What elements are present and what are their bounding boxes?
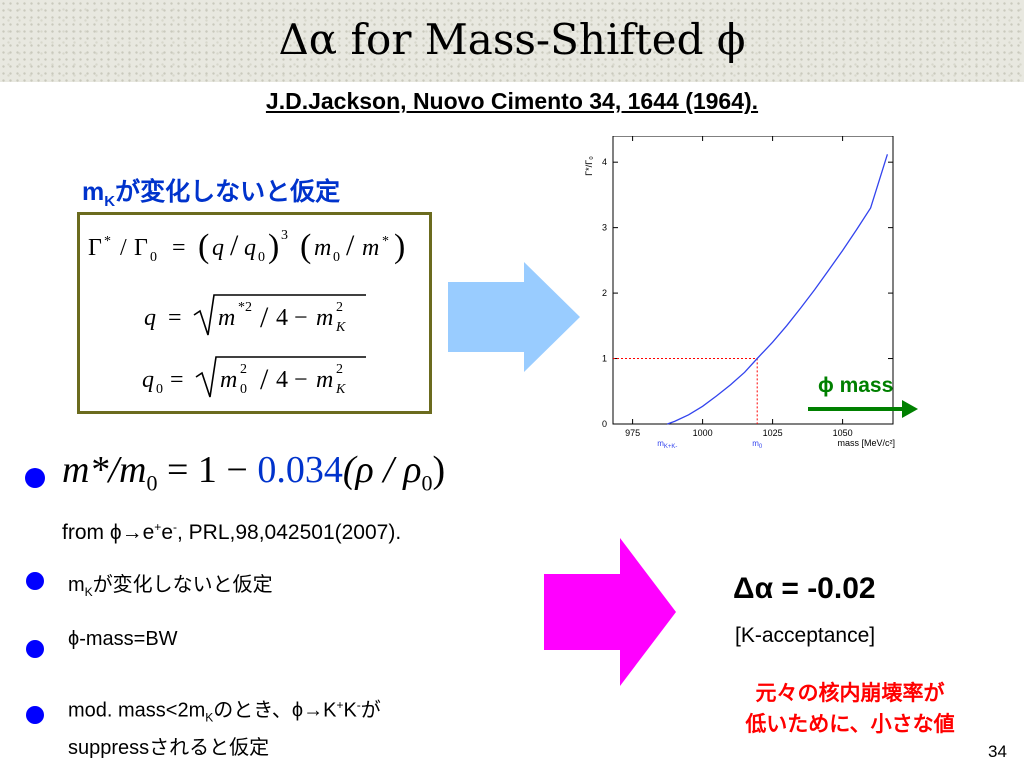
green-arrow <box>808 400 918 418</box>
svg-text:K: K <box>335 382 346 397</box>
svg-text:m: m <box>218 305 235 331</box>
y-tick-label: 3 <box>602 223 607 233</box>
svg-text:*: * <box>382 234 389 249</box>
svg-text:K: K <box>335 320 346 335</box>
plot-frame <box>612 136 894 425</box>
y-tick-label: 2 <box>602 288 607 298</box>
x-axis-label: mass [MeV/c²] <box>837 438 895 448</box>
svg-text:=: = <box>168 305 182 331</box>
svg-text:q: q <box>244 235 256 261</box>
svg-text:3: 3 <box>281 228 288 243</box>
bullet-text-phi-mass: ϕ-mass=BW <box>68 628 178 650</box>
y-tick-label: 4 <box>602 157 607 167</box>
svg-text:q: q <box>212 235 224 261</box>
svg-text:/: / <box>260 363 269 396</box>
width-ratio-chart: 975 1000 1025 1050 0 1 2 3 4 Γ*/Γ₀ mass [MeV/c²] mK… <box>584 136 895 448</box>
svg-text:Γ: Γ <box>88 235 102 261</box>
bullet-dot <box>25 468 45 488</box>
svg-text:m: m <box>314 235 331 261</box>
svg-text:0: 0 <box>156 382 163 397</box>
svg-text:/: / <box>346 229 355 262</box>
svg-text:(: ( <box>198 228 209 265</box>
page-number: 34 <box>988 742 1007 761</box>
svg-text:q: q <box>142 367 154 393</box>
svg-text:/: / <box>120 235 127 261</box>
svg-text:m: m <box>220 367 237 393</box>
series-line <box>667 154 889 425</box>
bullet-dot <box>26 706 44 724</box>
svg-text:0: 0 <box>333 250 340 265</box>
reference-citation: J.D.Jackson, Nuovo Cimento 34, 1644 (196… <box>265 88 759 114</box>
right-arrow-magenta <box>544 538 676 686</box>
x-tick-label: 1000 <box>693 428 713 438</box>
svg-text:m: m <box>316 305 333 331</box>
svg-text:2: 2 <box>336 362 343 377</box>
bullet-text-suppress: mod. mass<2mKのとき、ϕ→K+K-が suppressされると仮定 <box>68 698 381 759</box>
svg-text:*2: *2 <box>238 300 252 315</box>
delta-alpha-result: Δα = -0.02 <box>733 572 876 605</box>
main-equation: m*/m0 = 1 − 0.034(ρ / ρ0) <box>62 449 446 496</box>
svg-text:q: q <box>144 305 156 331</box>
svg-text:=: = <box>170 367 184 393</box>
svg-text:4 −: 4 − <box>276 367 308 393</box>
bullet-dot <box>26 572 44 590</box>
y-tick-label: 0 <box>602 419 607 429</box>
svg-text:m: m <box>362 235 379 261</box>
svg-text:m: m <box>316 367 333 393</box>
x-marker-label: mK+K- <box>657 439 677 448</box>
svg-text:0: 0 <box>240 382 247 397</box>
phi-mass-label: ϕ mass <box>818 374 894 397</box>
svg-text:*: * <box>104 234 111 249</box>
svg-text:2: 2 <box>336 300 343 315</box>
svg-text:4 −: 4 − <box>276 305 308 331</box>
svg-text:/: / <box>260 301 269 334</box>
left-heading: mKが変化しないと仮定 <box>82 178 341 210</box>
x-tick-label: 975 <box>625 428 640 438</box>
x-marker-label: m0 <box>752 439 763 448</box>
svg-text:(: ( <box>300 228 311 265</box>
svg-text:): ) <box>394 228 405 265</box>
svg-text:0: 0 <box>258 250 265 265</box>
svg-text:2: 2 <box>240 362 247 377</box>
from-citation: from ϕ→e+e-, PRL,98,042501(2007). <box>62 520 402 544</box>
equation-box: Γ * / Γ 0 = ( q / q 0 ) 3 ( m 0 / m * ) … <box>77 212 432 414</box>
right-arrow-light-blue <box>448 262 580 372</box>
svg-text:=: = <box>172 235 186 261</box>
k-acceptance-label: [K-acceptance] <box>735 624 876 647</box>
bullet-text-mk: mKが変化しないと仮定 <box>68 574 273 599</box>
svg-text:Γ: Γ <box>134 235 148 261</box>
y-axis-label: Γ*/Γ₀ <box>584 156 594 176</box>
explanation-note: 元々の核内崩壊率が 低いために、小さな値 <box>745 682 955 736</box>
title-bar <box>0 0 1024 82</box>
page-title: Δα for Mass-Shifted ϕ <box>278 15 746 64</box>
equation-set: Γ * / Γ 0 = ( q / q 0 ) 3 ( m 0 / m * ) … <box>88 228 405 398</box>
x-tick-label: 1050 <box>833 428 853 438</box>
svg-text:): ) <box>268 228 279 265</box>
y-tick-label: 1 <box>602 354 607 364</box>
svg-text:/: / <box>230 229 239 262</box>
svg-text:0: 0 <box>150 250 157 265</box>
x-tick-label: 1025 <box>763 428 783 438</box>
bullet-dot <box>26 640 44 658</box>
